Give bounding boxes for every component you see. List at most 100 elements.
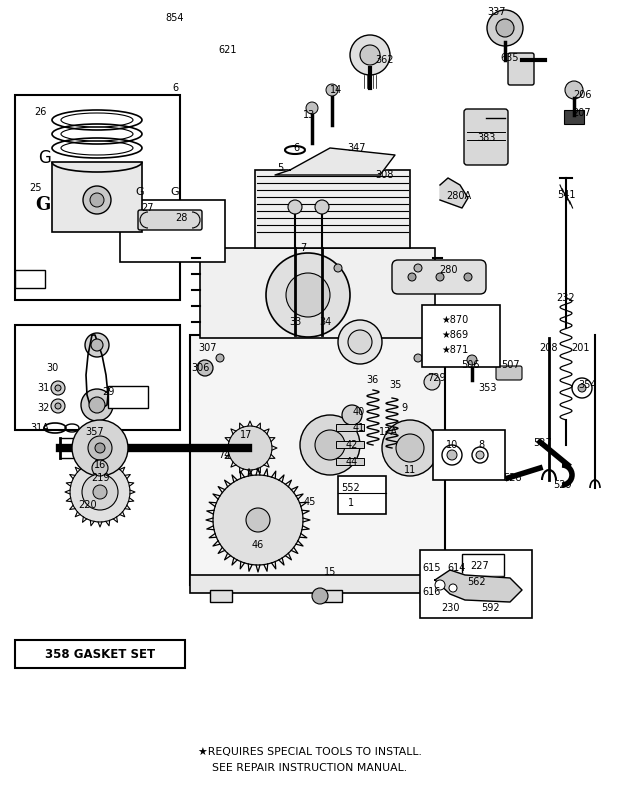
FancyBboxPatch shape — [496, 366, 522, 380]
Circle shape — [436, 273, 444, 281]
Text: 1: 1 — [348, 498, 354, 508]
Text: 306: 306 — [191, 363, 209, 373]
Circle shape — [246, 508, 270, 532]
Text: 307: 307 — [199, 343, 217, 353]
Circle shape — [55, 385, 61, 391]
Text: 26: 26 — [34, 107, 46, 117]
Text: 354: 354 — [578, 380, 597, 390]
Circle shape — [286, 273, 330, 317]
Text: eReplacementParts.com: eReplacementParts.com — [187, 391, 433, 409]
Text: 506: 506 — [461, 360, 479, 370]
Text: 280: 280 — [439, 265, 458, 275]
FancyBboxPatch shape — [464, 109, 508, 165]
Circle shape — [266, 253, 350, 337]
FancyBboxPatch shape — [433, 430, 505, 480]
Circle shape — [382, 420, 438, 476]
Text: 353: 353 — [479, 383, 497, 393]
Text: G: G — [170, 187, 179, 197]
Text: 27: 27 — [142, 203, 154, 213]
FancyBboxPatch shape — [338, 476, 386, 514]
Circle shape — [306, 102, 318, 114]
Text: 11: 11 — [404, 465, 416, 475]
Circle shape — [288, 200, 302, 214]
FancyBboxPatch shape — [564, 110, 584, 124]
Text: 42: 42 — [346, 440, 358, 450]
Text: G: G — [136, 187, 144, 197]
Text: 614: 614 — [448, 563, 466, 573]
Text: 35: 35 — [389, 380, 401, 390]
Circle shape — [91, 339, 103, 351]
FancyBboxPatch shape — [462, 554, 504, 576]
Circle shape — [578, 384, 586, 392]
Circle shape — [414, 354, 422, 362]
Text: 14: 14 — [330, 85, 342, 95]
Circle shape — [348, 330, 372, 354]
Text: 7: 7 — [300, 243, 306, 253]
Circle shape — [476, 451, 484, 459]
Text: 635: 635 — [501, 53, 520, 63]
FancyBboxPatch shape — [190, 335, 445, 585]
Circle shape — [464, 273, 472, 281]
Text: 33: 33 — [289, 317, 301, 327]
Polygon shape — [275, 148, 395, 175]
Text: ★REQUIRES SPECIAL TOOLS TO INSTALL.: ★REQUIRES SPECIAL TOOLS TO INSTALL. — [198, 747, 422, 757]
Text: ★869: ★869 — [441, 330, 469, 340]
FancyBboxPatch shape — [420, 550, 532, 618]
Text: 232: 232 — [557, 293, 575, 303]
Circle shape — [338, 320, 382, 364]
Circle shape — [81, 389, 113, 421]
Circle shape — [447, 450, 457, 460]
Text: 220: 220 — [79, 500, 97, 510]
FancyBboxPatch shape — [320, 590, 342, 602]
Circle shape — [51, 381, 65, 395]
Text: 17: 17 — [240, 430, 252, 440]
FancyBboxPatch shape — [255, 170, 410, 248]
Text: 31A: 31A — [30, 423, 50, 433]
Text: 230: 230 — [441, 603, 459, 613]
Circle shape — [300, 415, 360, 475]
Text: 528: 528 — [503, 473, 521, 483]
Circle shape — [216, 354, 224, 362]
FancyBboxPatch shape — [138, 210, 202, 230]
Circle shape — [334, 264, 342, 272]
Text: 74: 74 — [218, 450, 230, 460]
Circle shape — [360, 45, 380, 65]
Text: 383: 383 — [478, 133, 496, 143]
Text: 31: 31 — [37, 383, 49, 393]
Circle shape — [467, 355, 477, 365]
Circle shape — [92, 460, 108, 476]
Circle shape — [95, 443, 105, 453]
Text: 40: 40 — [353, 407, 365, 417]
Text: 201: 201 — [571, 343, 589, 353]
Text: 6: 6 — [293, 143, 299, 153]
Circle shape — [315, 200, 329, 214]
FancyBboxPatch shape — [200, 248, 435, 338]
Text: G: G — [38, 149, 51, 167]
FancyBboxPatch shape — [336, 441, 364, 448]
FancyBboxPatch shape — [190, 575, 445, 593]
Circle shape — [414, 264, 422, 272]
FancyBboxPatch shape — [120, 200, 225, 262]
FancyBboxPatch shape — [15, 325, 180, 430]
Polygon shape — [435, 570, 522, 602]
Text: 6: 6 — [172, 83, 178, 93]
Text: 16: 16 — [94, 460, 106, 470]
Text: 541: 541 — [557, 190, 575, 200]
Text: ★871: ★871 — [441, 345, 469, 355]
Circle shape — [83, 186, 111, 214]
FancyBboxPatch shape — [15, 640, 185, 668]
FancyBboxPatch shape — [508, 53, 534, 85]
Text: 30: 30 — [46, 363, 58, 373]
Circle shape — [424, 374, 440, 390]
Text: G: G — [35, 196, 51, 214]
Text: 337: 337 — [488, 7, 507, 17]
Text: 347: 347 — [348, 143, 366, 153]
Circle shape — [70, 462, 130, 522]
Circle shape — [487, 10, 523, 46]
Circle shape — [89, 397, 105, 413]
Text: 17A: 17A — [378, 427, 397, 437]
Text: 219: 219 — [91, 473, 109, 483]
Text: 308: 308 — [376, 170, 394, 180]
Circle shape — [85, 333, 109, 357]
Text: 10: 10 — [446, 440, 458, 450]
